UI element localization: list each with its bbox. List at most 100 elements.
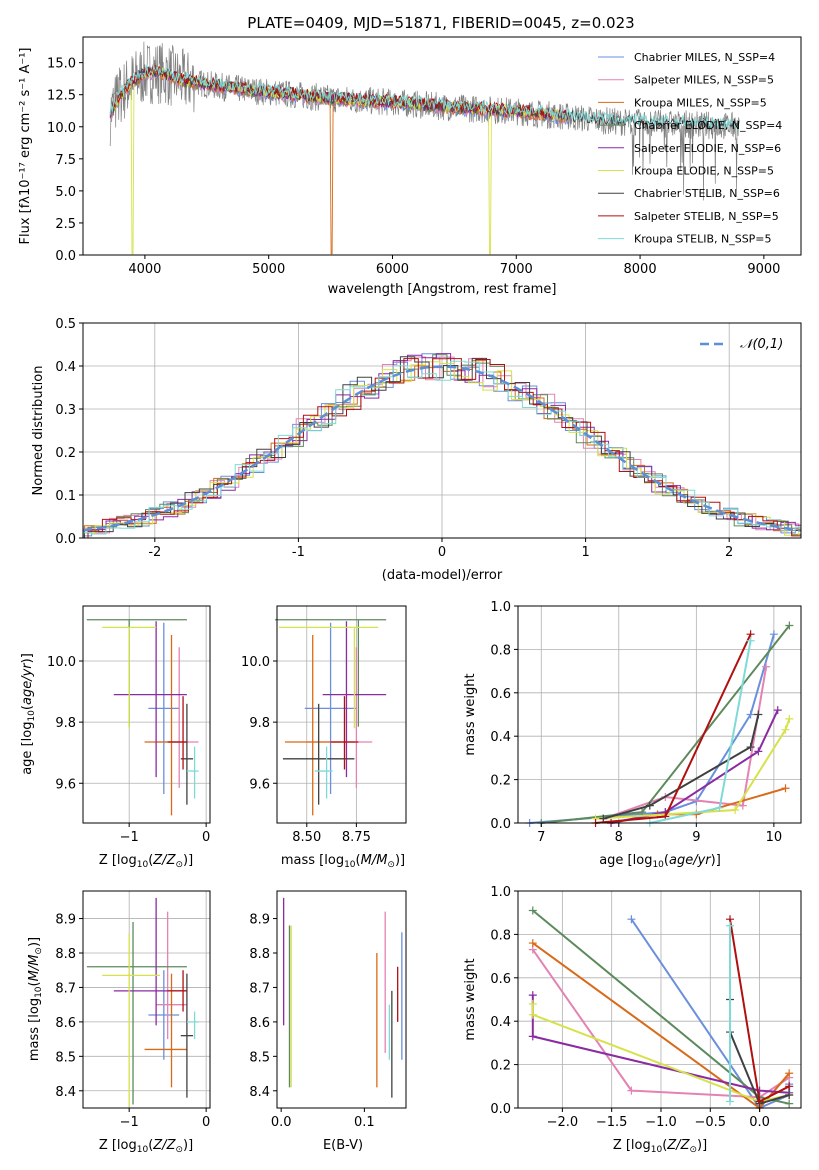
model-spectrum-line (109, 65, 569, 255)
wZ-point-marker (528, 1010, 537, 1019)
ageZ-plot-area (86, 619, 199, 816)
legend-entry: Chabrier MILES, N_SSP=4 (634, 51, 775, 64)
hist-ylabel: Normed distribution (31, 366, 46, 496)
massZ-ytick-label: 8.4 (55, 1085, 76, 1100)
histogram-plot-area (82, 353, 802, 538)
wage-xtick-label: 7 (537, 830, 545, 845)
hist-ytick-label: 0.5 (55, 317, 76, 332)
hist-ytick-label: 0.4 (55, 360, 76, 375)
wage-point-marker (731, 805, 740, 814)
wZ-point-marker (528, 999, 537, 1008)
spectrum-ytick-label: 7.5 (55, 153, 76, 168)
wage-point-marker (754, 747, 763, 756)
hist-ytick-label: 0.1 (55, 489, 76, 504)
spectrum-xtick-label: 4000 (128, 262, 161, 277)
agemass-ytick-label: 9.6 (249, 777, 270, 792)
legend-entry: Salpeter MILES, N_SSP=5 (634, 74, 774, 87)
massZ-xtick-label: 0 (202, 1115, 210, 1130)
wZ-xtick-label: −1.0 (645, 1115, 677, 1130)
massebv-plot-area (283, 897, 403, 1098)
massebv-ytick-label: 8.6 (249, 1016, 270, 1031)
wZ-point-marker (785, 1082, 794, 1091)
massZ-plot-area (86, 897, 199, 1107)
model-spectrum-line (109, 64, 740, 131)
wage-xtick-label: 9 (692, 830, 700, 845)
ageZ-gridlines (83, 606, 210, 823)
ageZ-xtick-label: 0 (202, 830, 210, 845)
spectrum-ytick-label: 15.0 (47, 57, 76, 72)
spectrum-xtick-label: 7000 (500, 262, 533, 277)
wZ-xtick-label: 0.0 (749, 1115, 770, 1130)
spectrum-ylabel: Flux [fλ10⁻¹⁷ erg cm⁻² s⁻¹ A⁻¹] (18, 48, 33, 245)
wZ-ylabel: mass weight (463, 958, 478, 1040)
agemass-ytick-label: 10.0 (241, 655, 270, 670)
model-spectrum-line (109, 64, 569, 119)
spectrum-xtick-label: 5000 (252, 262, 285, 277)
wZ-series-line (531, 1003, 790, 1103)
massZ-ytick-label: 8.6 (55, 1016, 76, 1031)
hist-xlabel: (data-model)/error (382, 568, 503, 583)
wage-point-marker (781, 725, 790, 734)
ageZ-xlabel: Z [log10(Z/Z⊙)] (99, 853, 193, 870)
ageZ-xtick-label: −1 (120, 830, 139, 845)
wZ-ytick-label: 0.0 (490, 1102, 511, 1117)
wZ-ytick-label: 0.2 (490, 1059, 511, 1074)
spectrum-xtick-label: 8000 (624, 262, 657, 277)
massZ-xtick-label: −1 (120, 1115, 139, 1130)
wage-plot-area (525, 621, 794, 827)
wZ-point-marker (785, 1090, 794, 1099)
legend-entry: Kroupa ELODIE, N_SSP=5 (634, 165, 774, 178)
wage-point-marker (754, 710, 763, 719)
wZ-xtick-label: −2.0 (547, 1115, 579, 1130)
wage-ylabel: mass weight (463, 673, 478, 755)
wage-ytick-label: 0.4 (490, 730, 511, 745)
massZ-axes-frame (82, 890, 211, 1109)
massZ-ytick-label: 8.7 (55, 981, 76, 996)
hist-ytick-label: 0.0 (55, 532, 76, 547)
histogram-step-line (83, 360, 801, 538)
wZ-point-marker (755, 1097, 764, 1106)
spectrum-ytick-label: 12.5 (47, 89, 76, 104)
massZ-gridlines (83, 891, 210, 1108)
legend-entry: Salpeter ELODIE, N_SSP=6 (634, 142, 781, 155)
legend-entry: Salpeter STELIB, N_SSP=5 (634, 210, 779, 223)
wage-point-marker (762, 662, 771, 671)
spectrum-xtick-label: 6000 (376, 262, 409, 277)
spectrum-title: PLATE=0409, MJD=51871, FIBERID=0045, z=0… (247, 14, 634, 32)
normal-reference-curve (82, 365, 802, 532)
spectrum-ytick-label: 5.0 (55, 185, 76, 200)
wage-xtick-label: 10 (766, 830, 783, 845)
wage-point-marker (746, 710, 755, 719)
wZ-ytick-label: 0.8 (490, 928, 511, 943)
wZ-point-marker (528, 991, 537, 1000)
massebv-xtick-label: 0.0 (271, 1115, 292, 1130)
wage-ytick-label: 0.2 (490, 774, 511, 789)
wage-ytick-label: 0.6 (490, 687, 511, 702)
massebv-ytick-label: 8.9 (249, 913, 270, 928)
wZ-point-marker (785, 1069, 794, 1078)
spectrum-ytick-label: 0.0 (55, 249, 76, 264)
wage-series-line (610, 709, 779, 824)
wZ-xlabel: Z [log10(Z/Z⊙)] (613, 1138, 707, 1155)
ageZ-ytick-label: 9.8 (55, 716, 76, 731)
wage-point-marker (773, 706, 782, 715)
wZ-axes-frame (517, 890, 802, 1109)
legend-entry: Chabrier ELODIE, N_SSP=4 (634, 119, 782, 132)
massebv-xtick-label: 0.1 (354, 1115, 375, 1130)
massebv-ytick-label: 8.4 (249, 1085, 270, 1100)
wZ-xtick-label: −1.5 (596, 1115, 628, 1130)
legend-entry: Chabrier STELIB, N_SSP=6 (634, 187, 780, 200)
histogram-step-line (82, 361, 801, 538)
ageZ-ytick-label: 9.6 (55, 777, 76, 792)
wage-point-marker (785, 621, 794, 630)
wZ-point-marker (785, 1099, 794, 1108)
wZ-point-marker (726, 921, 735, 930)
wage-point-marker (746, 636, 755, 645)
hist-xtick-label: 0 (438, 545, 446, 560)
wage-xtick-label: 8 (615, 830, 623, 845)
wage-point-marker (785, 714, 794, 723)
agemass-xtick-label: 8.50 (292, 830, 321, 845)
wZ-xtick-label: −0.5 (694, 1115, 726, 1130)
wage-point-marker (715, 803, 724, 812)
